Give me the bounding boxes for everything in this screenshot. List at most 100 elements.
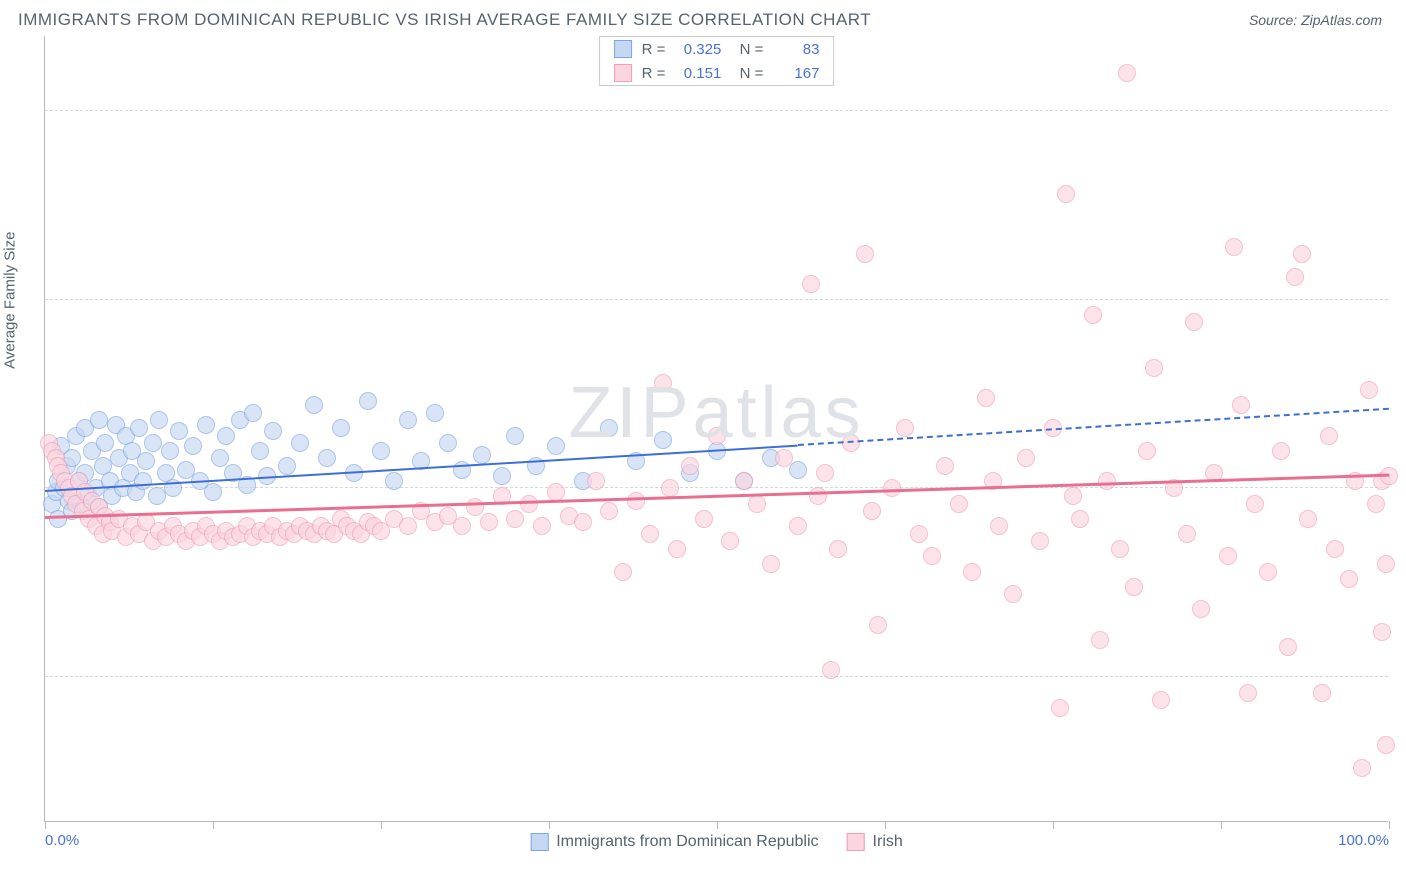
data-point <box>533 517 551 535</box>
legend-stat-row: R =0.325 N =83 <box>600 37 834 61</box>
x-tick <box>1053 821 1054 829</box>
data-point <box>963 563 981 581</box>
data-point <box>936 457 954 475</box>
data-point <box>977 389 995 407</box>
x-tick <box>717 821 718 829</box>
grid-line <box>45 676 1388 677</box>
data-point <box>1340 570 1358 588</box>
legend-label: Immigrants from Dominican Republic <box>556 833 818 851</box>
legend-swatch <box>530 833 548 851</box>
data-point <box>197 416 215 434</box>
x-tick-label: 0.0% <box>45 832 79 849</box>
data-point <box>1377 736 1395 754</box>
data-point <box>399 411 417 429</box>
correlation-legend: R =0.325 N =83R =0.151 N =167 <box>599 36 835 86</box>
data-point <box>668 540 686 558</box>
data-point <box>627 492 645 510</box>
data-point <box>1125 578 1143 596</box>
data-point <box>816 464 834 482</box>
data-point <box>748 495 766 513</box>
data-point <box>1017 449 1035 467</box>
data-point <box>1373 623 1391 641</box>
legend-r-label: R = <box>642 41 666 58</box>
data-point <box>1064 487 1082 505</box>
legend-swatch <box>614 40 632 58</box>
data-point <box>1185 313 1203 331</box>
data-point <box>137 452 155 470</box>
data-point <box>278 457 296 475</box>
data-point <box>574 513 592 531</box>
legend-r-label: R = <box>642 65 666 82</box>
data-point <box>1071 510 1089 528</box>
data-point <box>1259 563 1277 581</box>
data-point <box>910 525 928 543</box>
data-point <box>1286 268 1304 286</box>
data-point <box>587 472 605 490</box>
data-point <box>789 517 807 535</box>
data-point <box>1272 442 1290 460</box>
data-point <box>708 427 726 445</box>
data-point <box>695 510 713 528</box>
data-point <box>1219 547 1237 565</box>
data-point <box>1118 64 1136 82</box>
data-point <box>1004 585 1022 603</box>
data-point <box>856 245 874 263</box>
data-point <box>520 495 538 513</box>
data-point <box>251 442 269 460</box>
data-point <box>1031 532 1049 550</box>
data-point <box>161 442 179 460</box>
legend-item: Immigrants from Dominican Republic <box>530 833 818 851</box>
data-point <box>473 446 491 464</box>
data-point <box>318 449 336 467</box>
data-point <box>1279 638 1297 656</box>
data-point <box>144 434 162 452</box>
x-tick <box>45 821 46 829</box>
chart-title: IMMIGRANTS FROM DOMINICAN REPUBLIC VS IR… <box>18 10 871 30</box>
data-point <box>1320 427 1338 445</box>
data-point <box>654 374 672 392</box>
data-point <box>170 422 188 440</box>
data-point <box>1098 472 1116 490</box>
data-point <box>863 502 881 520</box>
data-point <box>654 431 672 449</box>
data-point <box>1293 245 1311 263</box>
data-point <box>1239 684 1257 702</box>
y-axis-label: Average Family Size <box>2 232 19 369</box>
data-point <box>762 555 780 573</box>
data-point <box>1313 684 1331 702</box>
x-tick <box>381 821 382 829</box>
data-point <box>1084 306 1102 324</box>
data-point <box>681 457 699 475</box>
data-point <box>600 419 618 437</box>
legend-label: Irish <box>873 833 903 851</box>
legend-swatch <box>847 833 865 851</box>
data-point <box>1299 510 1317 528</box>
legend-n-value: 167 <box>773 65 819 82</box>
trend-line <box>798 408 1389 446</box>
data-point <box>1192 600 1210 618</box>
data-point <box>547 483 565 501</box>
data-point <box>789 461 807 479</box>
data-point <box>1091 631 1109 649</box>
data-point <box>1225 238 1243 256</box>
data-point <box>721 532 739 550</box>
data-point <box>735 472 753 490</box>
data-point <box>291 434 309 452</box>
x-tick <box>885 821 886 829</box>
data-point <box>600 502 618 520</box>
data-point <box>480 513 498 531</box>
data-point <box>614 563 632 581</box>
data-point <box>426 404 444 422</box>
data-point <box>385 472 403 490</box>
grid-line <box>45 110 1388 111</box>
data-point <box>809 487 827 505</box>
chart-header: IMMIGRANTS FROM DOMINICAN REPUBLIC VS IR… <box>0 0 1406 36</box>
data-point <box>1326 540 1344 558</box>
data-point <box>305 396 323 414</box>
data-point <box>661 479 679 497</box>
data-point <box>641 525 659 543</box>
data-point <box>96 434 114 452</box>
data-point <box>217 427 235 445</box>
legend-stat-row: R =0.151 N =167 <box>600 61 834 85</box>
data-point <box>453 517 471 535</box>
